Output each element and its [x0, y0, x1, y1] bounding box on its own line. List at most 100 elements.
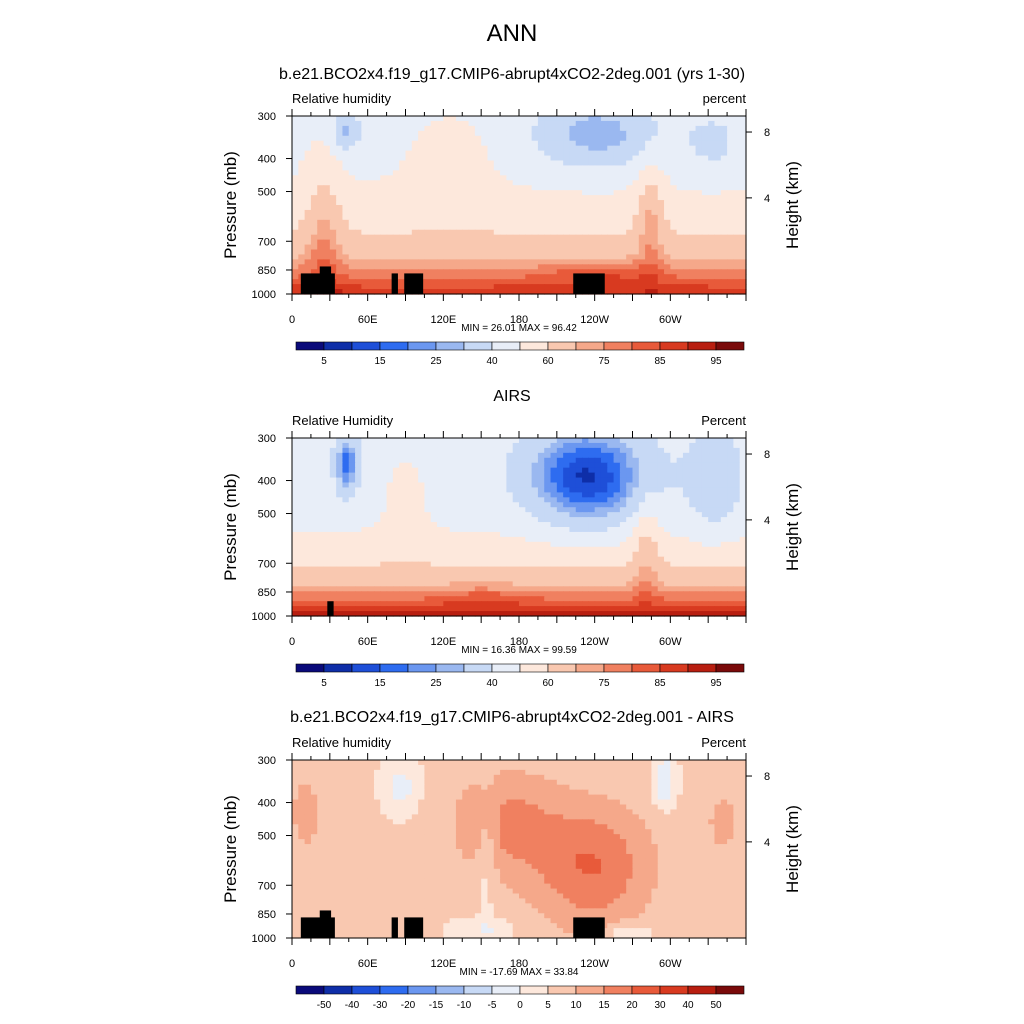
heatmap-cell	[582, 502, 589, 508]
heatmap-cell	[481, 254, 489, 260]
heatmap-cell	[310, 140, 318, 147]
heatmap-cell	[399, 200, 407, 206]
heatmap-cell	[525, 556, 533, 563]
heatmap-cell	[462, 477, 470, 484]
heatmap-cell	[298, 180, 306, 186]
heatmap-cell	[298, 541, 306, 548]
heatmap-cell	[462, 140, 470, 147]
heatmap-cell	[392, 264, 400, 270]
heatmap-cell	[399, 229, 407, 236]
heatmap-cell	[411, 214, 419, 221]
heatmap-cell	[386, 116, 394, 122]
heatmap-cell	[336, 566, 344, 573]
heatmap-cell	[342, 180, 350, 186]
heatmap-cell	[619, 130, 627, 137]
heatmap-cell	[304, 190, 312, 196]
heatmap-cell	[537, 160, 545, 167]
heatmap-cell	[361, 487, 369, 493]
heatmap-cell	[525, 150, 533, 157]
heatmap-cell	[525, 438, 533, 444]
heatmap-cell	[304, 462, 312, 469]
heatmap-cell	[626, 556, 634, 563]
heatmap-cell	[455, 284, 463, 290]
heatmap-cell	[720, 571, 728, 578]
heatmap-cell	[720, 477, 728, 484]
heatmap-cell	[487, 239, 495, 246]
heatmap-cell	[638, 581, 646, 587]
heatmap-cell	[323, 224, 331, 231]
heatmap-cell	[405, 254, 413, 260]
heatmap-cell	[430, 135, 438, 142]
heatmap-cell	[418, 135, 426, 142]
heatmap-cell	[607, 472, 615, 479]
heatmap-cell	[613, 576, 621, 582]
heatmap-cell	[430, 165, 438, 171]
heatmap-cell	[619, 546, 627, 553]
heatmap-cell	[525, 457, 533, 464]
heatmap-cell	[304, 472, 312, 479]
heatmap-cell	[405, 591, 413, 597]
heatmap-cell	[405, 205, 413, 211]
heatmap-cell	[512, 289, 520, 295]
heatmap-cell	[386, 497, 394, 503]
heatmap-cell	[563, 492, 571, 498]
heatmap-cell	[563, 116, 571, 122]
heatmap-cell	[500, 239, 507, 246]
heatmap-cell	[437, 581, 444, 587]
heatmap-cell	[720, 234, 728, 241]
heatmap-cell	[739, 492, 747, 498]
heatmap-cell	[600, 551, 608, 558]
heatmap-cell	[651, 219, 659, 226]
heatmap-cell	[449, 274, 457, 280]
heatmap-cell	[563, 190, 571, 196]
heatmap-cell	[657, 209, 665, 216]
heatmap-cell	[455, 497, 463, 503]
heatmap-cell	[733, 472, 741, 479]
heatmap-cell	[487, 438, 495, 444]
heatmap-cell	[525, 452, 533, 459]
heatmap-cell	[380, 165, 388, 171]
heatmap-cell	[676, 492, 684, 498]
heatmap-cell	[714, 482, 722, 489]
heatmap-cell	[632, 279, 640, 285]
heatmap-cell	[544, 492, 552, 498]
heatmap-cell	[613, 497, 621, 503]
heatmap-cell	[701, 125, 709, 132]
heatmap-cell	[481, 442, 489, 449]
heatmap-cell	[664, 492, 671, 498]
heatmap-cell	[468, 244, 476, 251]
heatmap-cell	[424, 264, 432, 270]
heatmap-cell	[443, 502, 451, 508]
heatmap-cell	[714, 512, 722, 518]
heatmap-cell	[632, 447, 640, 454]
heatmap-cell	[676, 209, 684, 216]
heatmap-cell	[405, 145, 413, 152]
heatmap-cell	[310, 477, 318, 484]
heatmap-cell	[411, 125, 419, 132]
heatmap-cell	[664, 116, 671, 122]
heatmap-cell	[563, 165, 571, 171]
heatmap-cell	[701, 274, 709, 280]
heatmap-cell	[493, 566, 501, 573]
heatmap-cell	[695, 517, 703, 523]
heatmap-cell	[588, 561, 596, 568]
heatmap-cell	[405, 447, 413, 454]
heatmap-cell	[632, 502, 640, 508]
heatmap-cell	[638, 576, 646, 582]
heatmap-cell	[708, 209, 716, 216]
heatmap-cell	[714, 586, 722, 592]
heatmap-cell	[682, 472, 690, 479]
heatmap-cell	[348, 279, 356, 285]
heatmap-cell	[695, 274, 703, 280]
heatmap-cell	[569, 487, 577, 493]
heatmap-cell	[386, 234, 394, 241]
heatmap-cell	[682, 244, 690, 251]
heatmap-cell	[500, 438, 507, 444]
heatmap-cell	[468, 512, 476, 518]
heatmap-cell	[626, 125, 634, 132]
heatmap-cell	[493, 502, 501, 508]
heatmap-cell	[575, 219, 583, 226]
heatmap-cell	[582, 581, 589, 587]
heatmap-cell	[367, 284, 375, 290]
x-tick-label: 180	[510, 314, 528, 326]
